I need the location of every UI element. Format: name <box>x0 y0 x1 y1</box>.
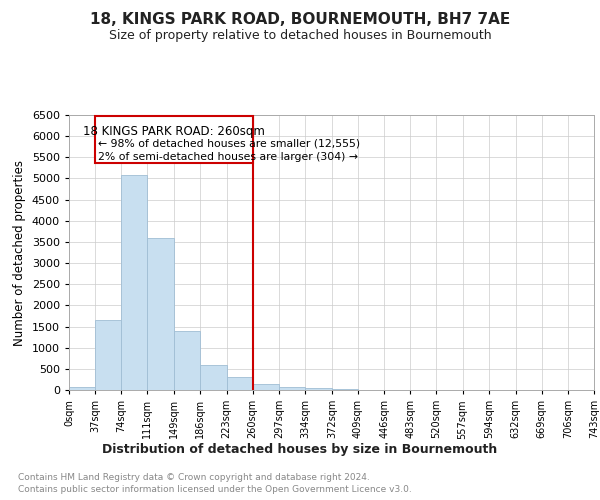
Text: Contains public sector information licensed under the Open Government Licence v3: Contains public sector information licen… <box>18 485 412 494</box>
Text: 18 KINGS PARK ROAD: 260sqm: 18 KINGS PARK ROAD: 260sqm <box>83 125 265 138</box>
Text: ← 98% of detached houses are smaller (12,555): ← 98% of detached houses are smaller (12… <box>98 138 360 148</box>
Bar <box>279 387 305 390</box>
Text: 18, KINGS PARK ROAD, BOURNEMOUTH, BH7 7AE: 18, KINGS PARK ROAD, BOURNEMOUTH, BH7 7A… <box>90 12 510 28</box>
Bar <box>332 389 358 390</box>
Text: 2% of semi-detached houses are larger (304) →: 2% of semi-detached houses are larger (3… <box>98 152 358 162</box>
Bar <box>121 176 148 390</box>
Text: Contains HM Land Registry data © Crown copyright and database right 2024.: Contains HM Land Registry data © Crown c… <box>18 472 370 482</box>
Bar <box>174 331 200 390</box>
Bar <box>200 364 227 390</box>
Bar <box>95 116 253 163</box>
Y-axis label: Number of detached properties: Number of detached properties <box>13 160 26 346</box>
Text: Distribution of detached houses by size in Bournemouth: Distribution of detached houses by size … <box>103 442 497 456</box>
Bar <box>95 320 121 390</box>
Bar <box>253 384 279 390</box>
Bar <box>148 238 174 390</box>
Bar <box>227 378 253 390</box>
Text: Size of property relative to detached houses in Bournemouth: Size of property relative to detached ho… <box>109 29 491 42</box>
Bar <box>69 387 95 390</box>
Bar <box>305 388 332 390</box>
